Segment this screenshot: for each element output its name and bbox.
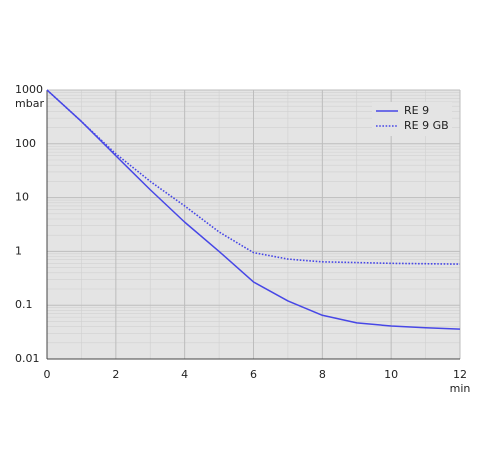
legend-label: RE 9 GB bbox=[404, 119, 449, 132]
x-tick-label: 12 bbox=[453, 368, 467, 381]
x-tick-label: 10 bbox=[384, 368, 398, 381]
y-tick-label: 10 bbox=[15, 191, 29, 204]
y-tick-label: 1 bbox=[15, 244, 22, 257]
x-tick-label: 8 bbox=[319, 368, 326, 381]
y-tick-label: 0.1 bbox=[15, 298, 33, 311]
legend-box bbox=[372, 102, 452, 136]
x-tick-label: 6 bbox=[250, 368, 257, 381]
y-tick-label: 100 bbox=[15, 137, 36, 150]
x-tick-label: 0 bbox=[44, 368, 51, 381]
series-line bbox=[46, 89, 461, 265]
y-tick-label: 1000 bbox=[15, 83, 43, 96]
x-tick-label: 2 bbox=[112, 368, 119, 381]
series-line bbox=[46, 89, 461, 330]
y-axis-label: mbar bbox=[15, 97, 44, 110]
legend-label: RE 9 bbox=[404, 104, 429, 117]
y-tick-label: 0.01 bbox=[15, 352, 40, 365]
x-tick-label: 4 bbox=[181, 368, 188, 381]
x-axis-label: min bbox=[450, 382, 471, 395]
